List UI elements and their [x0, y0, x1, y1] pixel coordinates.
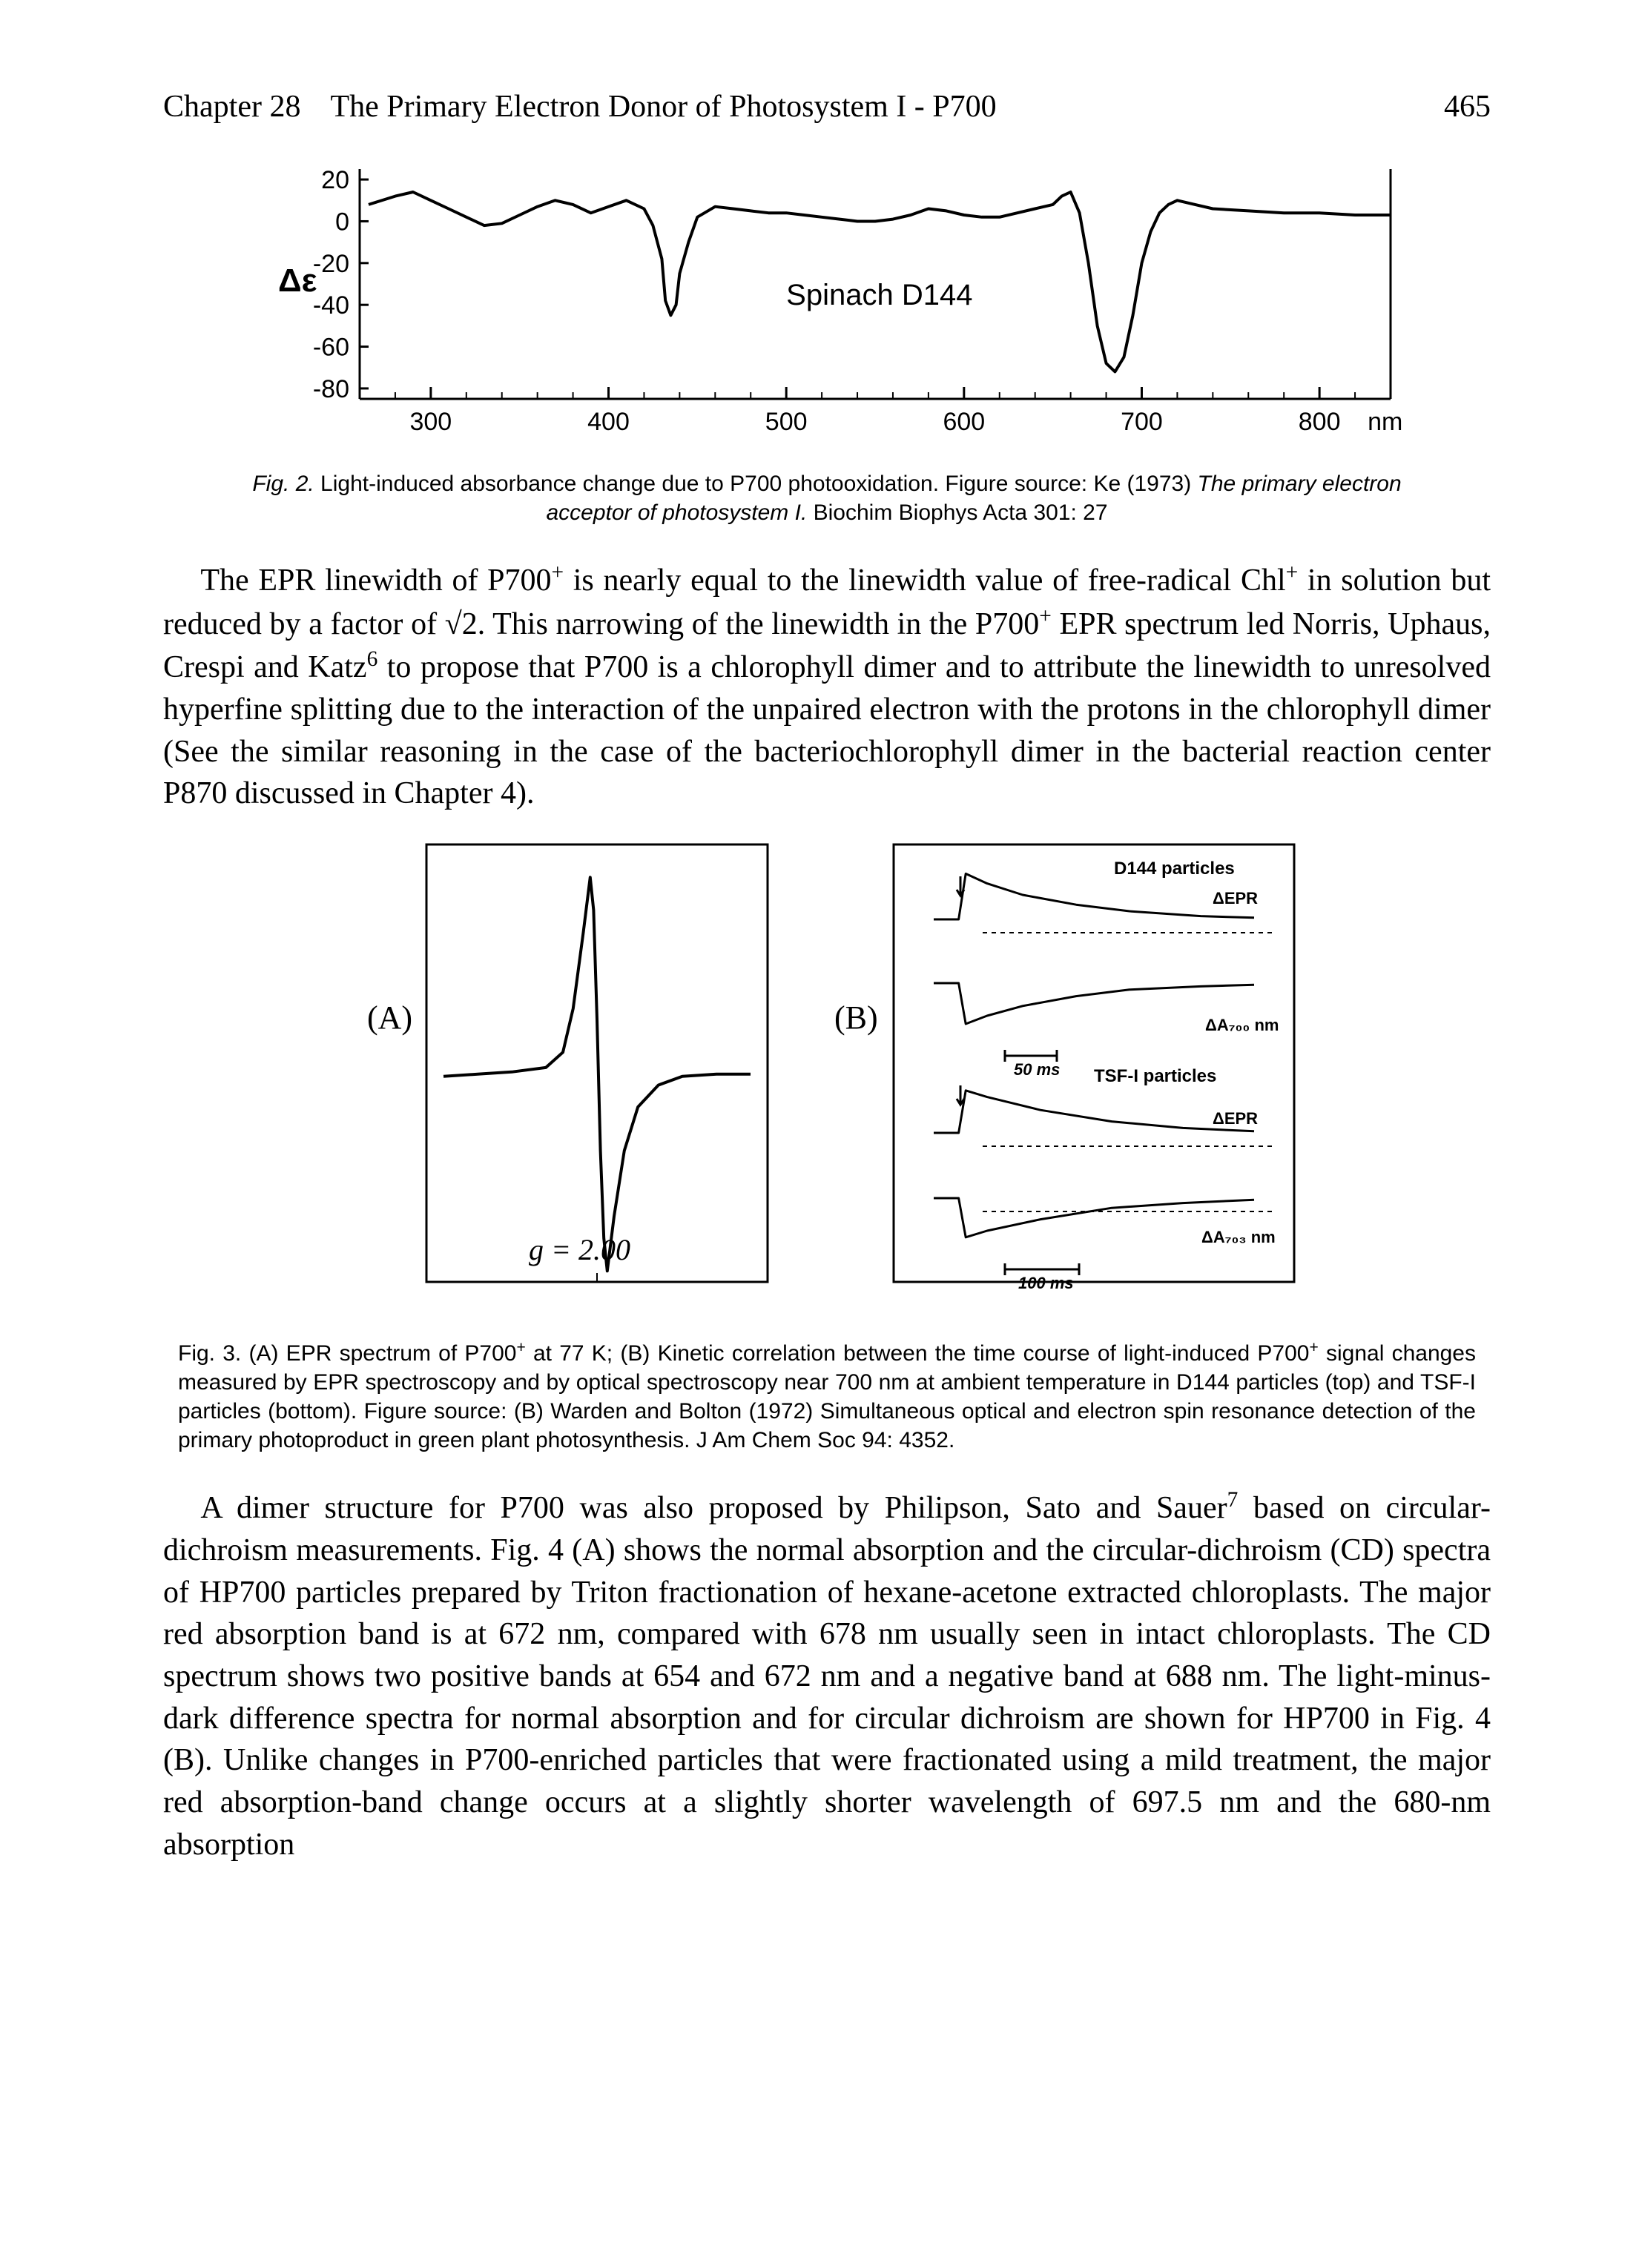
svg-text:0: 0: [335, 208, 349, 236]
page-number: 465: [1444, 89, 1491, 125]
svg-text:300: 300: [409, 408, 452, 436]
svg-text:TSF-I particles: TSF-I particles: [1094, 1066, 1216, 1086]
svg-text:-40: -40: [313, 291, 349, 320]
svg-text:-80: -80: [313, 375, 349, 403]
svg-text:100 ms: 100 ms: [1018, 1274, 1074, 1292]
figure-3-chart: (A) g = 2.00 (B) D144 particles ΔEPR ΔA₇₀₀ nm…: [345, 837, 1309, 1312]
svg-text:g = 2.00: g = 2.00: [529, 1233, 630, 1266]
p1-sup2: +: [1286, 561, 1299, 584]
svg-text:-60: -60: [313, 334, 349, 362]
svg-text:20: 20: [321, 166, 349, 194]
page: Chapter 28 The Primary Electron Donor of…: [0, 0, 1639, 2268]
svg-text:ΔA₇₀₃ nm: ΔA₇₀₃ nm: [1201, 1228, 1276, 1246]
paragraph-2: A dimer structure for P700 was also prop…: [163, 1486, 1491, 1865]
figure-2: 20 0 -20 -40 -60 -80 300 400 500 600 700 800 nm Δε Spi…: [234, 154, 1420, 447]
paragraph-1: The EPR linewidth of P700+ is nearly equ…: [163, 558, 1491, 815]
svg-text:800: 800: [1299, 408, 1341, 436]
fig3-a: (A) EPR spectrum of P700: [241, 1341, 516, 1366]
fig3-b: at 77 K; (B) Kinetic correlation between…: [526, 1341, 1310, 1366]
svg-text:ΔEPR: ΔEPR: [1213, 1109, 1258, 1128]
svg-text:500: 500: [765, 408, 808, 436]
svg-text:D144 particles: D144 particles: [1114, 859, 1235, 879]
svg-text:nm: nm: [1368, 408, 1402, 436]
fig3-lead: Fig. 3.: [178, 1341, 241, 1366]
figure-3: (A) g = 2.00 (B) D144 particles ΔEPR ΔA₇₀₀ nm…: [345, 837, 1309, 1315]
svg-text:700: 700: [1121, 408, 1163, 436]
p1-sup4: 6: [367, 647, 378, 671]
p2-sup1: 7: [1227, 1488, 1239, 1512]
svg-text:50 ms: 50 ms: [1014, 1060, 1060, 1079]
p1a: The EPR linewidth of P700: [200, 563, 551, 598]
fig2-text: Light-induced absorbance change due to P…: [314, 472, 1198, 496]
p2a: A dimer structure for P700 was also prop…: [200, 1491, 1227, 1525]
header-left: Chapter 28 The Primary Electron Donor of…: [163, 89, 997, 125]
p1-sup1: +: [551, 561, 564, 584]
svg-text:-20: -20: [313, 250, 349, 278]
figure-2-caption: Fig. 2. Light-induced absorbance change …: [215, 469, 1439, 527]
p1b: is nearly equal to the linewidth value o…: [564, 563, 1286, 598]
svg-text:(B): (B): [834, 999, 878, 1036]
svg-text:ΔEPR: ΔEPR: [1213, 889, 1258, 907]
fig3-sup1: +: [516, 1339, 525, 1356]
svg-text:(A): (A): [367, 999, 412, 1036]
svg-text:400: 400: [587, 408, 630, 436]
p2b: based on circular-dichroism measurements…: [163, 1491, 1491, 1862]
page-header: Chapter 28 The Primary Electron Donor of…: [163, 89, 1491, 125]
svg-text:ΔA₇₀₀ nm: ΔA₇₀₀ nm: [1205, 1016, 1279, 1034]
svg-text:600: 600: [943, 408, 985, 436]
svg-text:Δε: Δε: [278, 262, 317, 299]
figure-3-caption: Fig. 3. (A) EPR spectrum of P700+ at 77 …: [178, 1338, 1476, 1455]
chapter-title: The Primary Electron Donor of Photosyste…: [330, 89, 996, 125]
chapter-label: Chapter 28: [163, 89, 300, 125]
svg-text:Spinach D144: Spinach D144: [786, 279, 972, 311]
p1-sup3: +: [1039, 604, 1052, 628]
fig3-sup2: +: [1309, 1339, 1318, 1356]
fig2-lead: Fig. 2.: [252, 472, 314, 496]
fig2-tail: Biochim Biophys Acta 301: 27: [807, 500, 1107, 525]
fig3-tail: J Am Chem Soc 94: 4352.: [690, 1428, 954, 1452]
figure-2-chart: 20 0 -20 -40 -60 -80 300 400 500 600 700 800 nm Δε Spi…: [234, 154, 1420, 443]
